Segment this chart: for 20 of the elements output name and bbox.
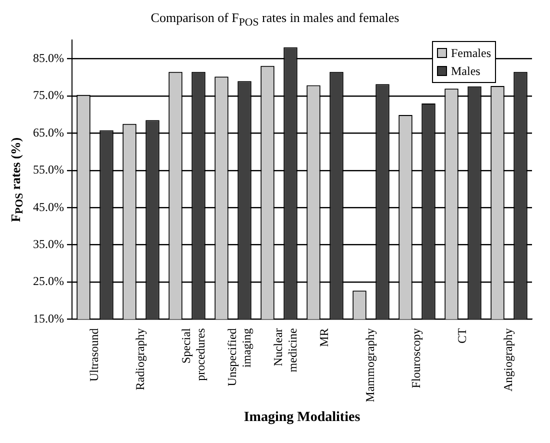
y-tick-label: 35.0%	[32, 236, 64, 251]
legend-label: Females	[451, 45, 491, 62]
x-tick-label: Flouroscopy	[409, 328, 424, 388]
y-tick-label: 85.0%	[32, 50, 64, 65]
x-tick-label: Radiography	[133, 328, 148, 390]
y-tick-label: 75.0%	[32, 88, 64, 102]
legend-label: Males	[451, 63, 480, 80]
x-tick-label: MR	[317, 328, 332, 347]
y-tick-label: 15.0%	[32, 311, 64, 326]
x-tick-label: Mammography	[363, 328, 378, 402]
y-tick-label: 65.0%	[32, 125, 64, 140]
x-tick-label: Ultrasound	[87, 328, 102, 382]
x-tick-label: CT	[455, 328, 470, 344]
x-tick-label: Angiography	[501, 328, 516, 392]
x-tick-label: Special procedures	[179, 328, 208, 381]
y-tick-label: 25.0%	[32, 274, 64, 288]
x-axis-title: Imaging Modalities	[244, 410, 361, 426]
y-tick-label: 45.0%	[32, 200, 64, 214]
chart-title: Comparison of F$_{POS}$ rates in males and females	[150, 9, 400, 30]
y-tick-label: 55.0%	[32, 162, 64, 177]
